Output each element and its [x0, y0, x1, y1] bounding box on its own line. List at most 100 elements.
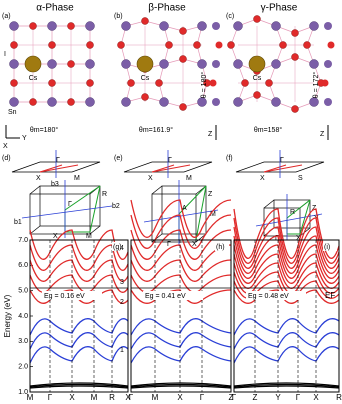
phase-title: γ-Phase — [261, 3, 298, 14]
k-point: M — [86, 233, 92, 240]
k-label: Γ — [200, 393, 205, 402]
i-atom — [241, 79, 249, 87]
k-label: M — [152, 393, 159, 402]
k-label: Z — [253, 393, 258, 402]
sn-atom — [47, 21, 57, 31]
i-atom — [179, 27, 187, 35]
deep-band — [29, 383, 129, 388]
panel-label: (h) — [216, 244, 225, 251]
sn-atom — [9, 21, 19, 31]
phase-title: α-Phase — [36, 3, 74, 14]
i-atom — [86, 41, 94, 49]
k-point: Γ — [280, 157, 284, 164]
panel-label: (b) — [114, 13, 123, 20]
sn-atom — [159, 21, 169, 31]
side-atom — [212, 60, 220, 68]
y-tick-label: 2.0 — [18, 364, 28, 371]
line — [29, 225, 41, 235]
i-atom — [10, 41, 18, 49]
gap-bg — [246, 291, 306, 300]
i-atom — [303, 41, 311, 49]
conduction-band — [233, 289, 340, 304]
sn-atom — [121, 21, 131, 31]
k-point: M — [186, 175, 192, 182]
line — [178, 185, 207, 215]
k-point: Γ — [56, 157, 60, 164]
sn-atom — [197, 59, 207, 69]
line — [21, 205, 113, 219]
line — [39, 164, 79, 173]
sn-atom — [159, 97, 169, 107]
i-atom — [67, 60, 75, 68]
line — [89, 185, 101, 233]
side-atom — [324, 60, 332, 68]
k-point: Z — [312, 205, 317, 212]
conduction-band — [233, 217, 340, 264]
k-point: X — [192, 241, 197, 248]
side-atom — [324, 22, 332, 30]
line — [151, 185, 163, 195]
k-label: Y — [275, 393, 281, 402]
label-bg — [323, 242, 337, 251]
i-atom — [29, 22, 37, 30]
k-point: X — [296, 235, 301, 242]
sn-atom — [233, 59, 243, 69]
i-atom — [291, 105, 299, 113]
conduction-band — [29, 274, 129, 293]
sn-atom — [271, 21, 281, 31]
i-atom — [141, 93, 149, 101]
line — [89, 225, 101, 235]
k-label: R — [109, 393, 115, 402]
gap-label: Eg = 0.41 eV — [145, 293, 186, 300]
k-label: Γ — [48, 393, 53, 402]
i-atom — [279, 41, 287, 49]
deep-band — [130, 385, 232, 389]
panel-frame — [233, 239, 340, 393]
side-atom — [212, 22, 220, 30]
k-point: R — [290, 209, 295, 216]
deep-band — [233, 383, 340, 388]
axis-label: Z — [208, 131, 213, 138]
valence-band — [233, 346, 340, 364]
i-atom — [86, 79, 94, 87]
line — [151, 164, 175, 173]
k-label: M — [91, 393, 98, 402]
i-atom — [48, 79, 56, 87]
panel-label: (i) — [324, 244, 330, 251]
k-point: X — [260, 175, 265, 182]
bz-cube — [161, 185, 207, 235]
conduction-band — [233, 226, 340, 269]
i-atom — [141, 17, 149, 25]
k-point: X — [36, 175, 41, 182]
sn-atom — [121, 59, 131, 69]
i-atom — [291, 53, 299, 61]
sn-atom — [159, 59, 169, 69]
band-number: 3 — [120, 279, 124, 286]
atom-label: Cs — [141, 75, 150, 82]
sn-atom — [85, 59, 95, 69]
angle-label: θ = 172° — [312, 72, 320, 99]
k-label: X — [177, 393, 183, 402]
gap-label: Eg = 0.16 eV — [44, 293, 85, 300]
conduction-band — [29, 229, 129, 260]
k-point: X — [148, 175, 153, 182]
conduction-band — [130, 214, 232, 249]
phase-title: β-Phase — [148, 3, 186, 14]
line — [64, 185, 101, 211]
panel-label: (a) — [2, 13, 11, 20]
angle-label: θm=158° — [254, 126, 282, 134]
k-point: Z — [208, 191, 213, 198]
deep-band — [29, 385, 129, 389]
k-label: X — [125, 393, 131, 402]
bz-plane — [235, 161, 325, 173]
sn-atom — [121, 97, 131, 107]
i-atom — [155, 79, 163, 87]
conduction-band — [130, 274, 232, 293]
gap-label: Eg = 0.48 eV — [248, 293, 289, 300]
i-atom — [10, 79, 18, 87]
bz-cube — [151, 193, 197, 243]
i-atom — [165, 41, 173, 49]
k-point: Γ — [167, 241, 171, 248]
y-tick-label: 5.0 — [18, 288, 28, 295]
i-atom — [253, 91, 261, 99]
